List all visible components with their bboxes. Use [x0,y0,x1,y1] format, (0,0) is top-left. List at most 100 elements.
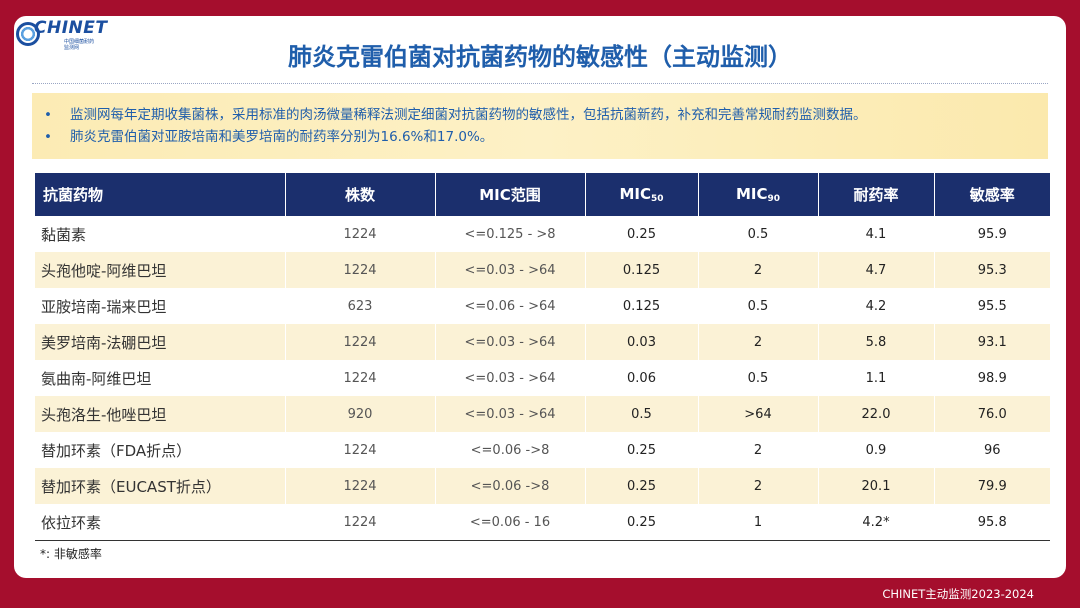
cell-sensitivity: 93.1 [934,324,1050,360]
cell-mic50: 0.25 [585,216,699,252]
cell-mic90: >64 [698,396,819,432]
cell-sensitivity: 76.0 [934,396,1050,432]
summary-bullet: • 监测网每年定期收集菌株，采用标准的肉汤微量稀释法测定细菌对抗菌药物的敏感性，… [32,104,1048,126]
bullet-dot-icon: • [44,129,52,145]
logo-name: CHINET [34,18,108,38]
title-divider [32,83,1048,84]
cell-mic90: 0.5 [698,216,819,252]
header-sensitivity: 敏感率 [934,173,1050,216]
cell-drug: 美罗培南-法硼巴坦 [35,324,286,360]
table-row: 美罗培南-法硼巴坦 1224 <=0.03 - >64 0.03 2 5.8 9… [35,324,1050,360]
header-mic50: MIC50 [585,173,699,216]
header-resistance: 耐药率 [818,173,935,216]
cell-resistance: 0.9 [818,432,935,468]
cell-mic-range: <=0.03 - >64 [435,396,586,432]
table-row: 亚胺培南-瑞来巴坦 623 <=0.06 - >64 0.125 0.5 4.2… [35,288,1050,324]
cell-mic50: 0.25 [585,504,699,541]
cell-sensitivity: 95.9 [934,216,1050,252]
cell-count: 1224 [285,252,436,288]
chinet-logo: CHINET 中国细菌耐药 监测网 [16,18,126,51]
cell-drug: 依拉环素 [35,504,286,541]
cell-count: 1224 [285,216,436,252]
cell-count: 1224 [285,324,436,360]
cell-drug: 替加环素（FDA折点） [35,432,286,468]
cell-mic-range: <=0.03 - >64 [435,252,586,288]
header-mic-range: MIC范围 [435,173,586,216]
cell-mic-range: <=0.06 ->8 [435,468,586,504]
cell-mic50: 0.5 [585,396,699,432]
header-drug: 抗菌药物 [35,173,286,216]
logo-subtitle-1: 中国细菌耐药 [64,39,95,45]
cell-mic-range: <=0.03 - >64 [435,360,586,396]
cell-mic90: 2 [698,432,819,468]
cell-count: 623 [285,288,436,324]
header-mic90-base: MIC [735,185,768,203]
summary-bullet-text: 肺炎克雷伯菌对亚胺培南和美罗培南的耐药率分别为16.6%和17.0%。 [70,129,494,145]
cell-drug: 头孢他啶-阿维巴坦 [35,252,286,288]
cell-mic90: 2 [698,252,819,288]
cell-mic90: 1 [698,504,819,541]
cell-mic50: 0.25 [585,468,699,504]
table-row: 头孢他啶-阿维巴坦 1224 <=0.03 - >64 0.125 2 4.7 … [35,252,1050,288]
summary-bullet-text: 监测网每年定期收集菌株，采用标准的肉汤微量稀释法测定细菌对抗菌药物的敏感性，包括… [70,107,867,123]
cell-count: 920 [285,396,436,432]
cell-resistance: 20.1 [818,468,935,504]
cell-sensitivity: 95.8 [934,504,1050,541]
cell-sensitivity: 95.5 [934,288,1050,324]
cell-drug: 黏菌素 [35,216,286,252]
logo-subtitle-2: 监测网 [64,45,80,51]
header-mic50-sub: 50 [651,194,664,204]
cell-drug: 亚胺培南-瑞来巴坦 [35,288,286,324]
cell-resistance: 5.8 [818,324,935,360]
cell-mic-range: <=0.06 - 16 [435,504,586,541]
cell-sensitivity: 95.3 [934,252,1050,288]
table-row: 替加环素（FDA折点） 1224 <=0.06 ->8 0.25 2 0.9 9… [35,432,1050,468]
cell-resistance: 4.1 [818,216,935,252]
cell-resistance: 4.2 [818,288,935,324]
table-row: 替加环素（EUCAST折点） 1224 <=0.06 ->8 0.25 2 20… [35,468,1050,504]
summary-bullet: • 肺炎克雷伯菌对亚胺培南和美罗培南的耐药率分别为16.6%和17.0%。 [32,126,1048,148]
cell-resistance: 22.0 [818,396,935,432]
page-title: 肺炎克雷伯菌对抗菌药物的敏感性（主动监测） [288,43,792,71]
logo-ring-icon [16,22,40,46]
cell-count: 1224 [285,360,436,396]
cell-count: 1224 [285,468,436,504]
table-header-row: 抗菌药物 株数 MIC范围 MIC50 MIC90 耐药率 敏感率 [35,173,1050,216]
cell-mic50: 0.03 [585,324,699,360]
table-row: 头孢洛生-他唑巴坦 920 <=0.03 - >64 0.5 >64 22.0 … [35,396,1050,432]
footnote: *: 非敏感率 [40,547,102,561]
bullet-dot-icon: • [44,107,52,123]
cell-sensitivity: 79.9 [934,468,1050,504]
cell-drug: 替加环素（EUCAST折点） [35,468,286,504]
header-mic90-sub: 90 [767,194,781,204]
cell-mic50: 0.125 [585,288,699,324]
cell-mic90: 2 [698,324,819,360]
header-mic90: MIC90 [698,173,819,216]
cell-drug: 氨曲南-阿维巴坦 [35,360,286,396]
header-mic50-base: MIC [619,185,651,203]
table-row: 依拉环素 1224 <=0.06 - 16 0.25 1 4.2* 95.8 [35,504,1050,541]
footer-source: CHINET主动监测2023-2024 [882,587,1034,601]
table-row: 氨曲南-阿维巴坦 1224 <=0.03 - >64 0.06 0.5 1.1 … [35,360,1050,396]
summary-box: • 监测网每年定期收集菌株，采用标准的肉汤微量稀释法测定细菌对抗菌药物的敏感性，… [32,93,1048,159]
cell-resistance: 4.7 [818,252,935,288]
cell-count: 1224 [285,504,436,541]
table-row: 黏菌素 1224 <=0.125 - >8 0.25 0.5 4.1 95.9 [35,216,1050,252]
cell-mic90: 0.5 [698,360,819,396]
cell-resistance: 4.2* [818,504,935,541]
cell-mic-range: <=0.06 ->8 [435,432,586,468]
cell-count: 1224 [285,432,436,468]
cell-mic90: 2 [698,468,819,504]
cell-mic-range: <=0.125 - >8 [435,216,586,252]
cell-mic50: 0.125 [585,252,699,288]
cell-sensitivity: 96 [934,432,1050,468]
cell-sensitivity: 98.9 [934,360,1050,396]
header-count: 株数 [285,173,436,216]
cell-mic-range: <=0.03 - >64 [435,324,586,360]
susceptibility-table: 抗菌药物 株数 MIC范围 MIC50 MIC90 耐药率 敏感率 黏菌素 12… [35,173,1050,541]
cell-mic-range: <=0.06 - >64 [435,288,586,324]
cell-drug: 头孢洛生-他唑巴坦 [35,396,286,432]
cell-mic90: 0.5 [698,288,819,324]
cell-mic50: 0.06 [585,360,699,396]
cell-resistance: 1.1 [818,360,935,396]
